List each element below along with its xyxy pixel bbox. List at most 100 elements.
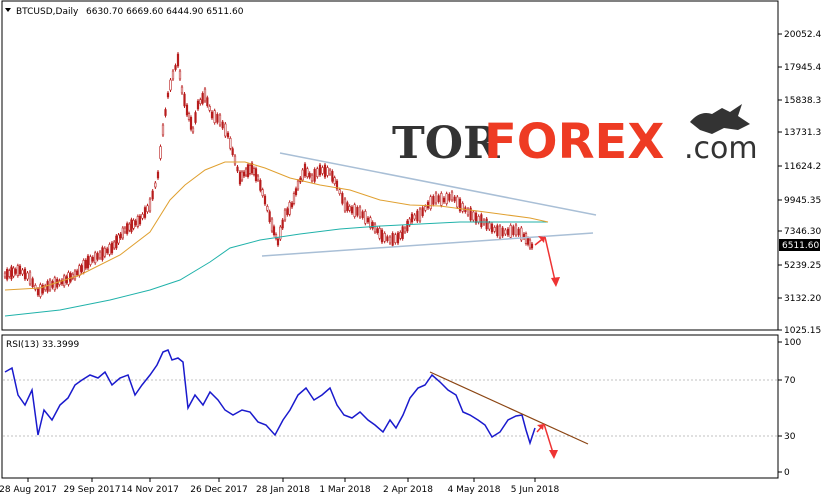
candle-body (270, 218, 274, 232)
candle-body (169, 79, 172, 91)
current-price-box (779, 239, 820, 251)
candle-body (46, 281, 49, 292)
candle-body (151, 190, 154, 200)
candle-body (426, 201, 430, 209)
candle-body (321, 167, 324, 174)
candle-body (121, 227, 124, 239)
candle-body (226, 132, 230, 138)
candle-body (123, 227, 127, 233)
candle-body (294, 188, 298, 195)
arrow-head-down-icon (551, 277, 560, 287)
candle-body (60, 279, 64, 285)
candle-body (238, 171, 242, 185)
candle-body (14, 269, 17, 274)
candle-body (450, 191, 454, 201)
candle-body (383, 233, 386, 242)
rsi-tick-label: 0 (784, 468, 790, 478)
candle-body (26, 272, 29, 280)
candle-body (130, 219, 133, 233)
price-tick-label: 9945.35 (784, 196, 821, 206)
candle-body (171, 70, 175, 80)
triangle-down-icon[interactable] (5, 8, 11, 12)
candle-body (504, 229, 507, 235)
candle-body (86, 255, 90, 269)
candle-body (84, 259, 87, 269)
candle-body (488, 222, 491, 230)
candle-body (323, 164, 327, 178)
candle-body (335, 180, 339, 190)
candle-body (272, 226, 276, 235)
candle-body (466, 208, 470, 216)
candle-body (128, 223, 131, 231)
triangle-lower-trendline[interactable] (261, 232, 594, 257)
candle-body (78, 265, 81, 276)
candle-body (391, 233, 394, 246)
x-axis-label: 26 Dec 2017 (190, 485, 248, 495)
triangle-upper-trendline[interactable] (279, 152, 597, 216)
candle-body (246, 164, 250, 177)
candle-body (279, 226, 282, 240)
candle-body (406, 220, 409, 232)
arrow-head-up-icon (537, 424, 544, 430)
price-tick-label: 7346.30 (784, 227, 821, 237)
candle-body (218, 114, 222, 126)
candle-body (356, 207, 359, 216)
candle-body (141, 213, 144, 219)
candle-body (445, 193, 448, 204)
candle-body (156, 171, 160, 179)
candle-body (506, 228, 510, 236)
candle-body (331, 171, 334, 182)
candle-body (485, 218, 488, 230)
candle-body (403, 227, 407, 233)
candle-body (442, 197, 446, 203)
candle-body (413, 214, 416, 220)
candle-body (358, 206, 362, 218)
candle-body (185, 104, 189, 116)
candle-body (259, 180, 262, 191)
candle-body (191, 127, 195, 133)
candle-body (328, 169, 332, 175)
candle-body (421, 207, 424, 216)
candle-body (378, 228, 381, 239)
rsi-trendline[interactable] (429, 371, 589, 445)
candle-body (266, 206, 269, 211)
candle-body (194, 112, 197, 123)
candle-body (313, 169, 316, 182)
candle-body (91, 256, 94, 262)
candle-body (248, 165, 252, 174)
rsi-panel[interactable] (1, 334, 779, 479)
candle-body (283, 209, 287, 221)
candle-body (82, 260, 85, 273)
candle-body (308, 173, 311, 178)
x-axis-label: 2 Apr 2018 (383, 485, 433, 495)
candle-body (154, 182, 157, 188)
candle-body (418, 208, 422, 222)
candle-body (96, 253, 99, 260)
candle-body (176, 53, 180, 67)
x-axis-label: 1 Mar 2018 (319, 485, 371, 495)
candle-body (41, 284, 44, 294)
ohlc-readout: 6630.70 6669.60 6444.90 6511.60 (86, 7, 244, 17)
price-forecast-arrow (534, 236, 560, 287)
candle-body (31, 278, 34, 287)
price-tick-label: 13731.30 (784, 128, 821, 138)
candle-body (429, 196, 432, 209)
candle-body (310, 174, 314, 182)
candle-body (183, 93, 186, 107)
candle-body (117, 234, 120, 244)
candle-body (106, 248, 109, 254)
candle-body (21, 269, 24, 275)
x-axis-label: 5 Jun 2018 (511, 485, 560, 495)
candle-body (512, 226, 515, 235)
candle-body (58, 280, 61, 285)
candle-body (432, 196, 435, 205)
candle-body (326, 167, 329, 176)
x-axis-label: 4 May 2018 (448, 485, 501, 495)
candle-body (369, 217, 372, 228)
candle-body (71, 273, 74, 279)
candle-body (434, 192, 438, 204)
candle-body (174, 65, 177, 70)
candle-body (233, 155, 237, 165)
price-tick-label: 1025.15 (784, 326, 821, 336)
